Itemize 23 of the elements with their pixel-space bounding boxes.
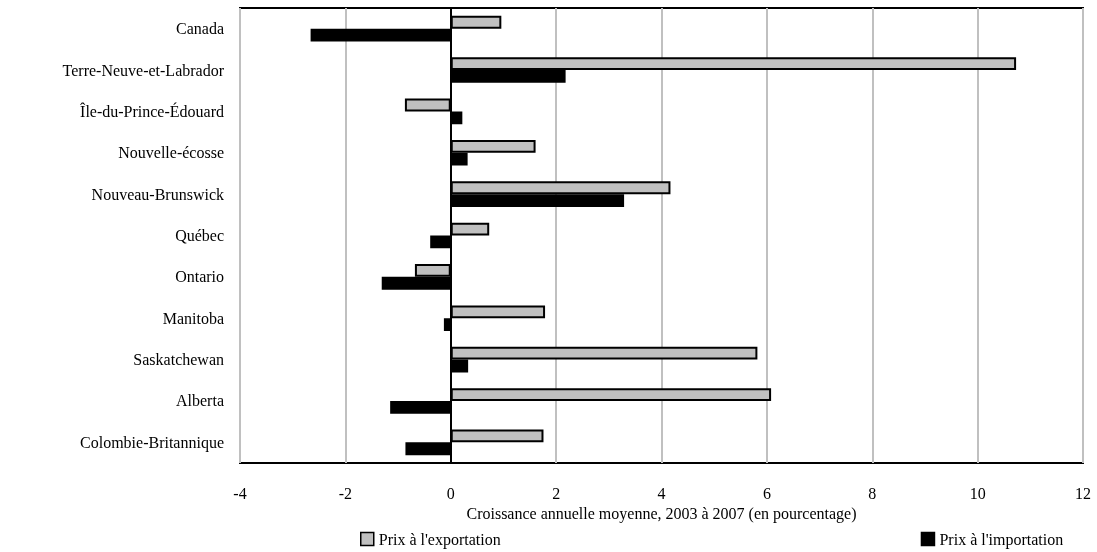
y-tick-label: Ontario [175,268,224,286]
y-tick-label: Saskatchewan [133,351,224,369]
y-tick-label: Québec [175,227,224,244]
x-axis-title: Croissance annuelle moyenne, 2003 à 2007 (en pourcentage) [466,505,857,524]
legend-label: Prix à l'importation [939,530,1064,549]
y-tick-label: Nouvelle-écosse [118,144,224,162]
x-tick-label: -2 [338,484,353,502]
y-tick-label: Terre-Neuve-et-Labrador [62,61,225,79]
x-tick-label: 6 [762,484,771,502]
y-tick-label: Canada [176,20,224,38]
x-tick-label: 0 [446,484,455,502]
x-tick-label: -4 [233,484,247,502]
y-tick-label: Île-du-Prince-Édouard [80,101,224,120]
x-tick-label: 2 [552,484,561,502]
legend-label: Prix à l'exportation [378,530,501,549]
x-tick-label: 10 [969,484,986,502]
y-tick-label: Manitoba [162,309,224,327]
y-tick-label: Nouveau-Brunswick [91,185,224,203]
y-tick-label: Colombie-Britannique [80,433,224,452]
x-tick-label: 12 [1075,484,1091,502]
x-tick-label: 4 [657,484,666,502]
x-tick-label: 8 [868,484,877,502]
y-tick-label: Alberta [176,392,224,410]
